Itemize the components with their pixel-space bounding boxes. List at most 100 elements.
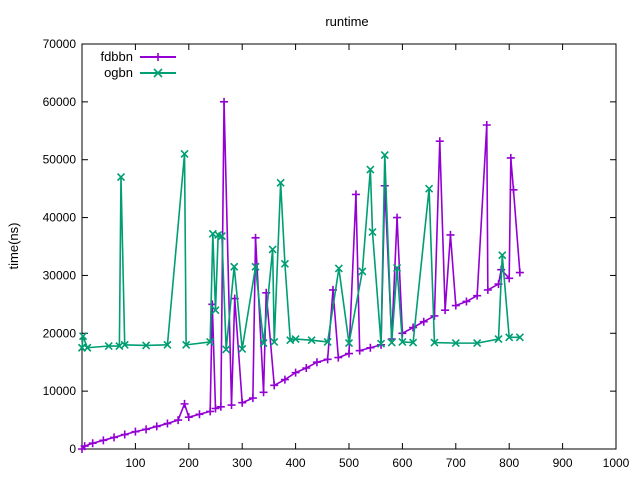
data-point-fdbbn: [430, 311, 439, 320]
x-tick-label: 500: [339, 456, 359, 470]
data-point-fdbbn: [142, 425, 151, 434]
data-point-fdbbn: [99, 436, 108, 445]
data-point-fdbbn: [334, 353, 343, 362]
data-point-fdbbn: [152, 422, 161, 431]
y-axis-label: time(ns): [6, 223, 21, 270]
data-point-ogbn: [368, 227, 377, 237]
data-point-fdbbn: [131, 427, 140, 436]
x-tick-label: 1000: [603, 456, 630, 470]
x-tick-label: 400: [286, 456, 306, 470]
data-point-fdbbn: [419, 317, 428, 326]
chart-title: runtime: [325, 14, 368, 29]
data-point-fdbbn: [251, 233, 260, 242]
data-point-ogbn: [116, 173, 126, 182]
data-point-fdbbn: [220, 97, 229, 106]
data-point-ogbn: [251, 262, 260, 271]
data-point-fdbbn: [446, 230, 455, 239]
data-point-fdbbn: [473, 291, 482, 300]
data-point-fdbbn: [184, 413, 193, 422]
data-point-fdbbn: [259, 388, 268, 397]
data-point-ogbn: [358, 267, 367, 276]
data-point-ogbn: [494, 335, 503, 344]
data-point-ogbn: [79, 332, 88, 341]
series-line-ogbn: [81, 153, 520, 351]
data-point-fdbbn: [211, 404, 220, 413]
data-point-fdbbn: [120, 430, 129, 439]
data-point-ogbn: [83, 343, 92, 352]
data-point-ogbn: [334, 264, 343, 273]
data-point-ogbn: [291, 335, 300, 344]
data-point-fdbbn: [270, 381, 279, 390]
data-point-fdbbn: [515, 268, 524, 277]
data-point-ogbn: [211, 306, 220, 315]
data-point-ogbn: [398, 337, 407, 347]
data-point-fdbbn: [195, 410, 204, 419]
x-tick-label: 800: [499, 456, 519, 470]
x-tick-label: 900: [553, 456, 573, 470]
data-point-ogbn: [515, 333, 524, 342]
data-point-ogbn: [505, 333, 514, 342]
x-tick-label: 600: [392, 456, 412, 470]
data-point-ogbn: [451, 339, 460, 348]
data-point-ogbn: [180, 149, 189, 158]
data-point-ogbn: [498, 251, 507, 260]
data-point-ogbn: [217, 232, 226, 241]
data-point-ogbn: [270, 337, 279, 347]
data-point-ogbn: [387, 338, 396, 347]
x-axis: 100 200 300 400 500 600 700 800 900 1000: [125, 44, 630, 470]
y-tick-label: 0: [69, 442, 76, 456]
y-tick-label: 30000: [43, 268, 77, 282]
data-point-fdbbn: [110, 433, 119, 442]
data-point-fdbbn: [216, 402, 225, 411]
x-tick-label: 200: [179, 456, 199, 470]
data-point-fdbbn: [506, 153, 515, 162]
data-point-fdbbn: [355, 346, 364, 355]
data-point-fdbbn: [88, 439, 97, 448]
data-point-ogbn: [366, 165, 375, 174]
data-point-fdbbn: [441, 306, 450, 315]
data-point-fdbbn: [451, 301, 460, 310]
y-tick-label: 20000: [43, 326, 77, 340]
data-point-ogbn: [344, 339, 354, 348]
data-point-ogbn: [142, 341, 151, 350]
data-point-fdbbn: [393, 213, 402, 222]
data-point-fdbbn: [462, 297, 471, 306]
y-tick-label: 70000: [43, 37, 77, 51]
data-point-fdbbn: [238, 398, 247, 407]
data-point-ogbn: [392, 263, 402, 272]
data-point-ogbn: [230, 262, 239, 271]
plot-border: [81, 43, 617, 450]
data-point-ogbn: [409, 338, 418, 347]
y-axis: 0 10000 20000 30000 40000 50000 60000 70000: [43, 37, 616, 456]
data-point-fdbbn: [482, 121, 491, 129]
data-point-ogbn: [222, 345, 231, 354]
data-point-ogbn: [380, 151, 389, 160]
y-tick-label: 50000: [43, 153, 77, 167]
legend-marker-fdbbn: [154, 53, 162, 61]
y-tick-label: 60000: [43, 95, 77, 109]
y-tick-label: 40000: [43, 211, 77, 225]
data-point-fdbbn: [163, 419, 172, 428]
y-tick-label: 10000: [43, 384, 77, 398]
data-point-fdbbn: [280, 375, 289, 384]
data-point-ogbn: [182, 340, 191, 349]
series-layer: [77, 97, 524, 453]
legend: fdbbn ogbn: [100, 49, 176, 80]
series-line-fdbbn: [81, 101, 521, 450]
data-point-ogbn: [425, 184, 434, 193]
data-point-ogbn: [307, 336, 316, 345]
data-point-fdbbn: [366, 343, 375, 352]
data-point-ogbn: [430, 338, 439, 347]
data-point-ogbn: [259, 339, 268, 348]
legend-label-fdbbn: fdbbn: [100, 49, 133, 64]
legend-label-ogbn: ogbn: [104, 65, 133, 80]
data-point-fdbbn: [302, 364, 311, 372]
data-point-fdbbn: [180, 399, 189, 408]
data-point-ogbn: [163, 340, 172, 349]
data-point-fdbbn: [435, 137, 444, 146]
data-point-ogbn: [376, 339, 386, 348]
data-point-fdbbn: [351, 190, 360, 199]
data-point-fdbbn: [505, 274, 514, 283]
data-point-ogbn: [276, 178, 285, 187]
